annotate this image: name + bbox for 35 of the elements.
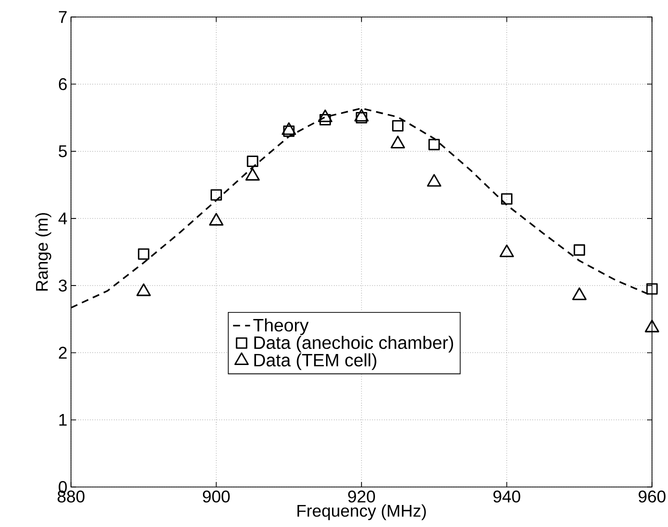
point <box>356 112 368 124</box>
y-tick-label: 1 <box>59 414 67 426</box>
y-tick-label: 3 <box>58 280 67 292</box>
y-tick-label: 0 <box>58 481 67 493</box>
y-tick-label: 4 <box>58 212 67 224</box>
point <box>392 120 404 132</box>
point <box>644 320 660 332</box>
point <box>572 287 587 300</box>
y-tick-label: 5 <box>58 145 67 158</box>
point <box>501 193 512 205</box>
point <box>246 156 258 168</box>
point <box>138 248 150 260</box>
point <box>209 212 224 226</box>
legend-label: Data (anechoic chamber) <box>254 336 454 353</box>
x-axis-title: Frequency (MHz) <box>297 504 426 520</box>
point <box>500 244 514 258</box>
x-tick-label: 940 <box>493 490 520 503</box>
y-tick-label: 7 <box>58 11 67 23</box>
y-tick-label: 2 <box>58 346 67 359</box>
x-tick-label: 920 <box>348 490 375 503</box>
x-tick-label: 960 <box>638 490 666 503</box>
x-tick-label: 880 <box>58 490 84 503</box>
point <box>574 244 586 256</box>
legend-label: Theory <box>253 318 309 336</box>
point <box>283 125 295 137</box>
point <box>319 114 331 126</box>
y-axis-title: Range (m) <box>35 213 52 291</box>
point <box>210 189 222 201</box>
y-tick-label: 6 <box>58 78 67 90</box>
legend-label: Data (TEM cell) <box>254 353 376 370</box>
point <box>245 168 260 181</box>
x-tick-label: 900 <box>202 490 230 503</box>
point <box>426 174 442 187</box>
point <box>136 283 151 296</box>
point <box>428 138 440 150</box>
